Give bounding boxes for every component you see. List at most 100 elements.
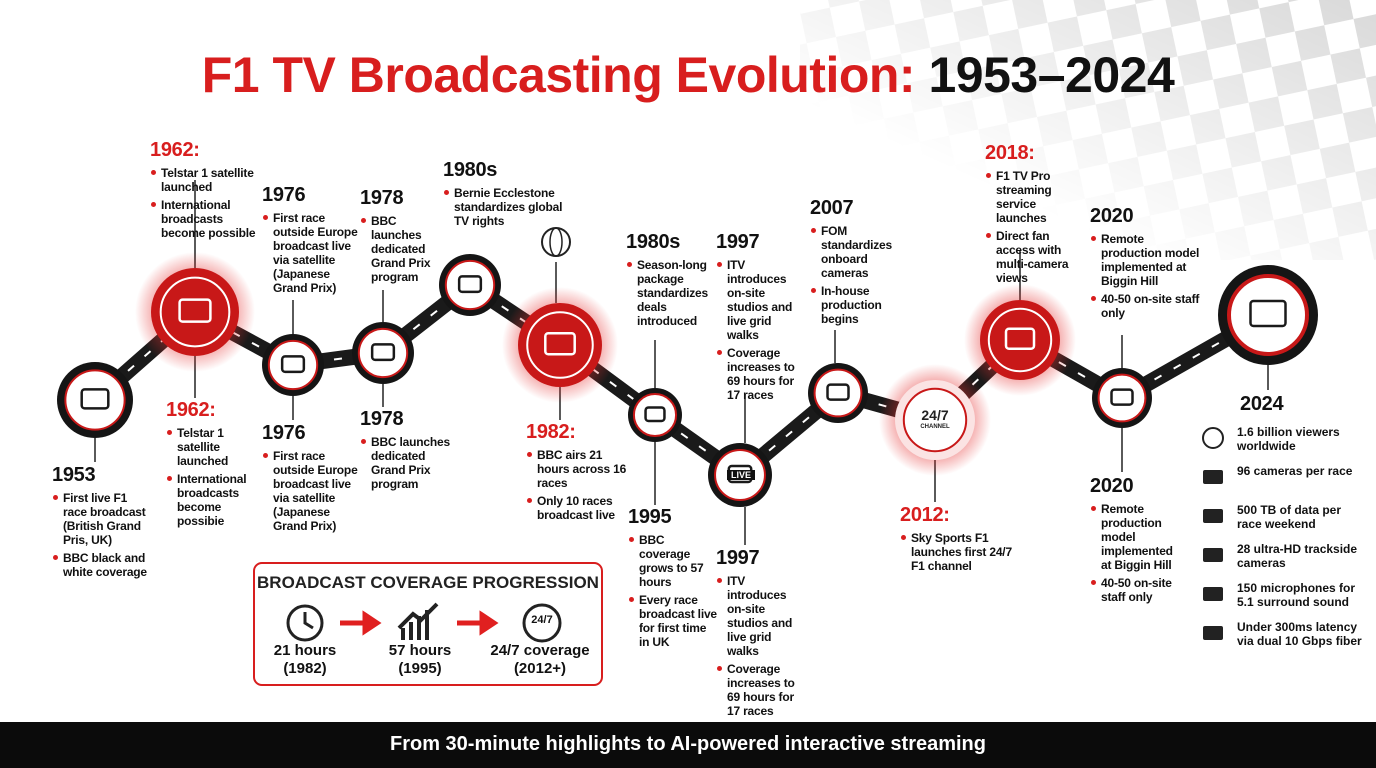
event-item: Coverage increases to 69 hours for 17 ra… [716,662,806,718]
stat-text: 28 ultra-HD trackside cameras [1237,542,1358,570]
timeline-event: 2020 Remote production model implemented … [1090,204,1200,320]
title: F1 TV Broadcasting Evolution: 1953–2024 [0,46,1376,104]
timeline-event: 1995 BBC coverage grows to 57 hours Every … [628,505,718,649]
timeline-event: 2007 FOM standardizes onboard cameras In-h… [810,196,900,326]
event-year: 1982: [526,421,576,443]
timeline-event: 1976 First race outside Europe broadcast … [262,421,360,533]
timeline-event: 1976 First race outside Europe broadcast … [262,183,360,295]
event-item: BBC airs 21 hours across 16 races [526,448,630,490]
event-item: Bernie Ecclestone standardizes global TV… [443,186,563,228]
node-inner [64,369,126,431]
checkered-flag [800,0,1376,260]
step-period: (2012+) [513,660,567,677]
stat-item: 1.6 billion viewers worldwide [1200,425,1370,461]
event-year: 1962: [166,399,216,421]
stat-item: 28 ultra-HD trackside cameras [1200,542,1370,578]
stat-icon-shape [1202,427,1224,449]
timeline-event: 2018: F1 TV Pro streaming service launche… [985,141,1085,285]
stat-text: 150 microphones for 5.1 surround sound [1237,581,1356,609]
timeline-event: 1962: Telstar 1 satellite launched Interna… [150,138,260,240]
node-inner [357,327,409,379]
event-year: 2007 [810,197,854,219]
event-item: BBC launches dedicated Grand Prix progra… [360,435,455,491]
event-item: 40-50 on-site staff only [1090,576,1182,604]
latest-year: 2024 [1240,392,1284,416]
stat-text: 96 cameras per race [1237,464,1353,478]
node-icon [544,331,576,356]
event-item: Coverage increases to 69 hours for 17 ra… [716,346,806,402]
coverage-step: 21 hours (1982) [250,642,360,678]
event-item: BBC black and white coverage [52,551,152,579]
stat-icon-shape [1203,587,1223,601]
event-year: 2012: [900,504,950,526]
node-icon [1249,299,1287,328]
node-icon [457,275,483,294]
step-value: 24/7 coverage [490,642,590,659]
event-item: Telstar 1 satellite launched [150,166,260,194]
arrow [457,610,499,636]
stat-icon [1203,587,1223,601]
globe-icon [541,227,571,257]
node-icon [1004,327,1036,351]
icon-text: LIVE [727,470,755,480]
event-item: Only 10 races broadcast live [526,494,630,522]
timeline-event: 1980s Bernie Ecclestone standardizes glob… [443,158,563,228]
node-icon [80,388,110,410]
node-inner [267,339,319,391]
arrow [340,610,382,636]
event-item: BBC launches dedicated Grand Prix progra… [360,214,438,284]
step-period: (1995) [398,660,442,677]
node-inner [987,307,1053,373]
stat-text: Under 300ms latency via dual 10 Gbps fib… [1237,620,1362,648]
event-item: F1 TV Pro streaming service launches [985,169,1085,225]
event-item: ITV introduces on-site studios and live … [716,258,806,342]
event-item: 40-50 on-site staff only [1090,292,1200,320]
event-year: 1976 [262,184,306,206]
event-item: First live F1 race broadcast (British Gr… [52,491,152,547]
node-inner [444,259,496,311]
event-year: 1980s [626,231,681,253]
event-item: International broadcasts become possibie [166,472,261,528]
step-value: 21 hours [273,642,337,659]
timeline-event: 1953 First live F1 race broadcast (Britis… [52,463,152,579]
event-item: Sky Sports F1 launches first 24/7 F1 cha… [900,531,1012,573]
event-item: International broadcasts become possible [150,198,260,240]
timeline-event: 1997 ITV introduces on-site studios and l… [716,546,806,718]
step-value: 57 hours [388,642,452,659]
event-item: First race outside Europe broadcast live… [262,449,360,533]
node-inner [902,387,968,453]
node-icon [370,343,396,362]
node-icon [1110,388,1134,406]
event-year: 1978 [360,408,404,430]
growth-icon [397,602,439,640]
event-year: 2018: [985,142,1035,164]
timeline-event: 1997 ITV introduces on-site studios and l… [716,230,806,402]
timeline-event: 1978 BBC launches dedicated Grand Prix pr… [360,186,438,284]
event-item: Remote production model implemented at B… [1090,502,1182,572]
event-year: 1997 [716,547,760,569]
stat-item: 96 cameras per race [1200,464,1370,500]
timeline-event: 2012: Sky Sports F1 launches first 24/7 F… [900,503,1012,573]
node-icon [826,383,850,401]
stat-icon [1203,626,1223,640]
event-item: Direct fan access with multi-camera view… [985,229,1085,285]
node-inner [1097,373,1147,423]
stat-item: 150 microphones for 5.1 surround sound [1200,581,1370,617]
node-inner [632,392,678,438]
event-item: BBC coverage grows to 57 hours [628,533,718,589]
clock-icon [286,604,324,642]
stat-item: 500 TB of data per race weekend [1200,503,1370,539]
event-item: FOM standardizes onboard cameras [810,224,900,280]
clock-hands [303,612,314,630]
stat-icon [1203,509,1223,523]
event-year: 1980s [443,159,498,181]
title-years: 1953–2024 [928,47,1175,103]
event-item: Every race broadcast live for first time… [628,593,718,649]
coverage-step: 57 hours (1995) [365,642,475,678]
stat-icon-shape [1203,626,1223,640]
event-year: 2024 [1240,393,1284,415]
stat-icon-shape [1203,470,1223,484]
event-item: ITV introduces on-site studios and live … [716,574,806,658]
title-main: F1 TV Broadcasting Evolution: [201,47,916,103]
